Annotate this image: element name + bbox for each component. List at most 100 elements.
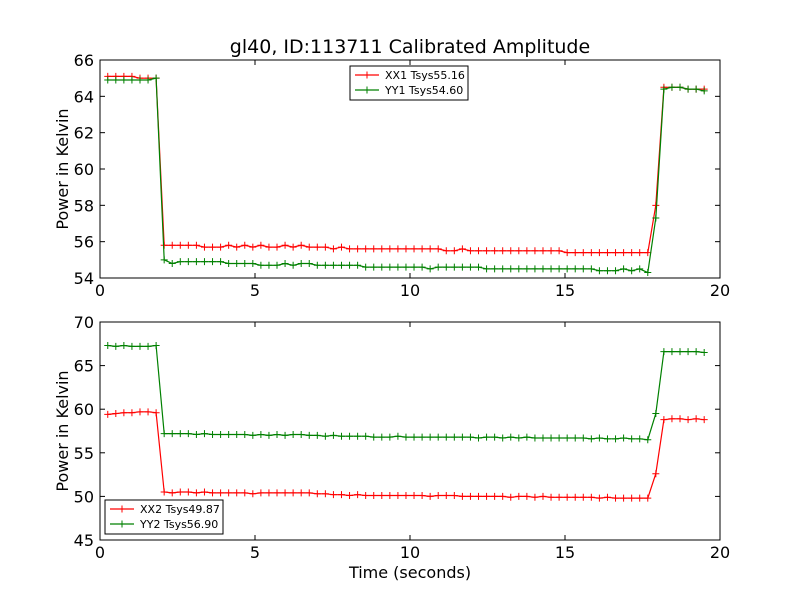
- data-point: [329, 245, 337, 253]
- data-point: [684, 85, 692, 93]
- y-tick-label: 50: [74, 487, 94, 506]
- data-point: [531, 493, 539, 501]
- legend: XX1 Tsys55.16 YY1 Tsys54.60: [349, 65, 469, 101]
- data-point: [442, 263, 450, 271]
- data-point: [483, 265, 491, 273]
- data-point: [426, 245, 434, 253]
- data-point: [217, 258, 225, 266]
- data-point: [466, 433, 474, 441]
- legend-label: YY2 Tsys56.90: [139, 518, 218, 531]
- data-point: [273, 489, 281, 497]
- y-tick-label: 65: [74, 357, 94, 376]
- data-point: [370, 492, 378, 500]
- data-point: [184, 430, 192, 438]
- data-point: [458, 433, 466, 441]
- data-point: [499, 492, 507, 500]
- data-point: [281, 431, 289, 439]
- data-point: [200, 430, 208, 438]
- data-point: [531, 434, 539, 442]
- data-point: [144, 76, 152, 84]
- y-tick-label: 56: [74, 233, 94, 252]
- data-point: [442, 492, 450, 500]
- data-point: [225, 259, 233, 267]
- data-point: [418, 433, 426, 441]
- data-point: [354, 261, 362, 269]
- data-point: [620, 265, 628, 273]
- data-point: [217, 243, 225, 251]
- y-axis-label: Power in Kelvin: [53, 108, 72, 229]
- data-point: [136, 76, 144, 84]
- data-point: [233, 243, 241, 251]
- legend-box: [349, 65, 469, 101]
- data-point: [628, 249, 636, 257]
- data-point: [249, 431, 257, 439]
- data-point: [184, 241, 192, 249]
- data-point: [515, 265, 523, 273]
- x-axis-label: Time (seconds): [348, 563, 471, 582]
- data-point: [289, 261, 297, 269]
- y-tick-label: 64: [74, 87, 94, 106]
- data-point: [458, 263, 466, 271]
- data-point: [531, 265, 539, 273]
- data-point: [539, 492, 547, 500]
- y-tick-label: 60: [74, 400, 94, 419]
- data-point: [539, 247, 547, 255]
- series-markers-1: [104, 408, 708, 502]
- data-point: [273, 430, 281, 438]
- data-point: [700, 349, 708, 357]
- data-point: [209, 243, 217, 251]
- data-point: [192, 241, 200, 249]
- data-point: [200, 258, 208, 266]
- data-point: [297, 430, 305, 438]
- data-point: [402, 492, 410, 500]
- data-point: [233, 489, 241, 497]
- data-point: [676, 83, 684, 91]
- data-point: [571, 249, 579, 257]
- data-point: [378, 433, 386, 441]
- data-point: [394, 263, 402, 271]
- y-tick-label: 70: [74, 313, 94, 332]
- x-tick-label: 20: [710, 281, 730, 300]
- data-point: [628, 435, 636, 443]
- data-point: [313, 431, 321, 439]
- data-point: [168, 259, 176, 267]
- data-point: [612, 494, 620, 502]
- data-point: [507, 247, 515, 255]
- legend-label: XX2 Tsys49.87: [140, 503, 220, 516]
- data-point: [120, 409, 128, 417]
- data-point: [176, 241, 184, 249]
- data-point: [652, 410, 660, 418]
- data-point: [515, 247, 523, 255]
- x-tick-label: 10: [400, 281, 420, 300]
- data-point: [458, 492, 466, 500]
- data-point: [555, 434, 563, 442]
- data-point: [104, 76, 112, 84]
- data-point: [321, 261, 329, 269]
- data-point: [209, 489, 217, 497]
- data-point: [192, 258, 200, 266]
- data-point: [329, 261, 337, 269]
- data-point: [265, 431, 273, 439]
- data-point: [547, 265, 555, 273]
- data-point: [636, 265, 644, 273]
- data-point: [491, 433, 499, 441]
- data-point: [426, 433, 434, 441]
- data-point: [475, 263, 483, 271]
- data-point: [305, 243, 313, 251]
- series-markers-2: [104, 342, 708, 444]
- data-point: [555, 265, 563, 273]
- data-point: [612, 435, 620, 443]
- data-point: [160, 430, 168, 438]
- data-point: [676, 348, 684, 356]
- data-point: [684, 416, 692, 424]
- data-point: [192, 430, 200, 438]
- data-point: [160, 488, 168, 496]
- y-tick-label: 62: [74, 124, 94, 143]
- x-tick-label: 0: [95, 281, 105, 300]
- data-point: [386, 245, 394, 253]
- data-point: [652, 470, 660, 478]
- data-point: [571, 493, 579, 501]
- data-point: [209, 430, 217, 438]
- data-point: [555, 247, 563, 255]
- data-point: [362, 263, 370, 271]
